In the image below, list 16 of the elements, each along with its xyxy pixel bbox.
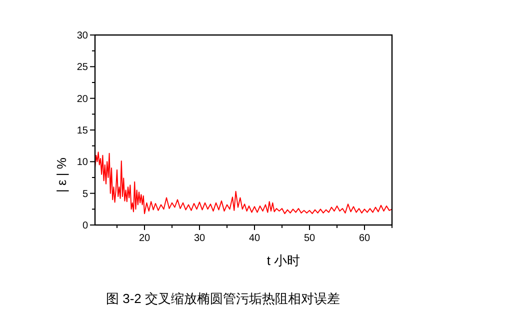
y-tick-label: 10 xyxy=(76,157,88,168)
y-tick-label: 30 xyxy=(76,30,88,42)
y-tick-label: 20 xyxy=(76,94,88,105)
x-axis-title: t 小时 xyxy=(266,253,300,268)
line-series xyxy=(94,152,392,214)
x-tick-label: 40 xyxy=(248,233,260,244)
x-tick-label: 20 xyxy=(138,233,150,244)
y-tick-label: 0 xyxy=(82,220,88,232)
x-tick-label: 30 xyxy=(194,233,206,244)
y-axis-title: | ε | % xyxy=(54,157,69,192)
y-tick-label: 15 xyxy=(76,126,88,136)
y-tick-label: 25 xyxy=(76,62,88,74)
caption: 图 3-2 交叉缩放椭圆管污垢热阻相对误差 xyxy=(106,291,340,306)
x-tick-label: 50 xyxy=(304,233,316,244)
x-tick-label: 60 xyxy=(358,233,370,244)
y-tick-label: 5 xyxy=(82,188,88,200)
